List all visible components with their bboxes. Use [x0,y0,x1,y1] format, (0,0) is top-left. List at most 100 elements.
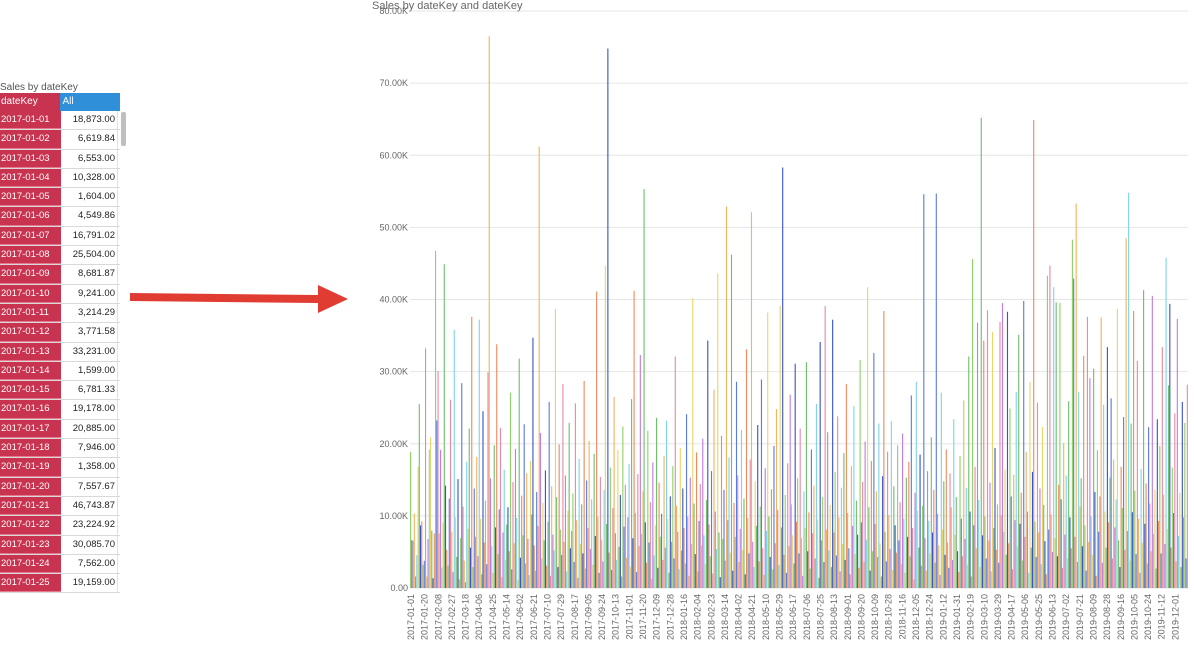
bar[interactable] [782,167,784,588]
bar[interactable] [441,567,443,588]
bar[interactable] [948,567,950,588]
bar[interactable] [1080,478,1082,588]
bar[interactable] [963,400,965,588]
bar[interactable] [919,454,921,588]
bar[interactable] [739,528,741,588]
bar[interactable] [847,512,849,588]
bar[interactable] [720,435,723,588]
bar[interactable] [895,552,897,588]
bar[interactable] [1099,496,1101,588]
bar[interactable] [549,575,551,588]
bar[interactable] [900,564,902,588]
bar[interactable] [516,518,518,588]
bar[interactable] [956,551,959,588]
bar[interactable] [999,321,1001,588]
bar[interactable] [940,392,942,588]
bar[interactable] [596,291,598,588]
bar[interactable] [471,316,473,588]
bar[interactable] [543,540,545,588]
bar[interactable] [629,566,631,588]
bar[interactable] [979,567,981,588]
bar[interactable] [727,520,729,588]
bar[interactable] [854,554,856,588]
bar[interactable] [925,570,927,588]
bar[interactable] [563,541,565,588]
bar[interactable] [476,456,478,588]
bar[interactable] [832,319,834,588]
bar[interactable] [571,531,573,588]
bar[interactable] [526,473,528,588]
bar[interactable] [719,577,721,588]
bar[interactable] [1160,553,1162,588]
bar[interactable] [980,117,982,588]
bar[interactable] [1164,544,1166,588]
bar[interactable] [951,559,954,588]
bar[interactable] [674,356,676,588]
bar[interactable] [581,504,583,588]
bar[interactable] [859,360,861,588]
bar[interactable] [729,552,731,588]
bar[interactable] [844,559,846,588]
bar[interactable] [1069,517,1071,588]
bar[interactable] [617,450,619,588]
bar[interactable] [426,576,428,588]
bar[interactable] [497,554,499,588]
bar[interactable] [852,525,854,588]
bar[interactable] [1051,551,1053,588]
bar[interactable] [793,563,795,588]
bar[interactable] [932,532,934,588]
bar[interactable] [1150,551,1152,588]
bar[interactable] [576,520,578,588]
bar[interactable] [1031,471,1034,588]
bar[interactable] [1095,575,1097,588]
bar[interactable] [1093,368,1095,588]
bar[interactable] [569,548,571,588]
bar[interactable] [1089,378,1091,588]
bar[interactable] [853,406,855,588]
bar[interactable] [1088,541,1090,588]
bar[interactable] [849,574,851,588]
bar[interactable] [486,564,488,588]
bar[interactable] [1001,303,1004,588]
bar[interactable] [787,463,789,588]
bar[interactable] [772,569,774,588]
bar[interactable] [1034,521,1036,588]
bar[interactable] [1048,529,1050,588]
bar[interactable] [1136,360,1138,588]
bar[interactable] [725,206,728,588]
bar[interactable] [491,546,493,588]
bar[interactable] [985,558,987,588]
bar[interactable] [819,342,821,588]
bar[interactable] [807,551,809,588]
bar[interactable] [559,529,561,588]
bar[interactable] [817,519,819,588]
bar[interactable] [508,551,510,588]
bar[interactable] [717,273,719,588]
bar[interactable] [805,362,807,588]
bar[interactable] [923,194,925,588]
bar[interactable] [857,534,859,588]
bar[interactable] [446,549,448,588]
bar[interactable] [892,569,894,588]
bar[interactable] [1153,533,1155,588]
bar[interactable] [634,512,636,588]
bar[interactable] [946,542,949,588]
bar[interactable] [986,310,989,588]
bar[interactable] [749,459,751,588]
bar[interactable] [1113,459,1115,588]
bar[interactable] [1118,540,1120,588]
bar[interactable] [1013,474,1015,588]
bar[interactable] [537,525,539,588]
bar[interactable] [933,489,935,588]
bar[interactable] [673,558,675,588]
bar[interactable] [1155,568,1157,588]
bar[interactable] [588,440,590,588]
bar[interactable] [745,349,748,588]
bar[interactable] [1159,445,1161,588]
bar[interactable] [757,425,759,588]
bar[interactable] [428,449,430,588]
bar[interactable] [641,533,643,588]
bar[interactable] [433,533,435,588]
bar[interactable] [774,543,776,588]
bar[interactable] [439,449,442,588]
